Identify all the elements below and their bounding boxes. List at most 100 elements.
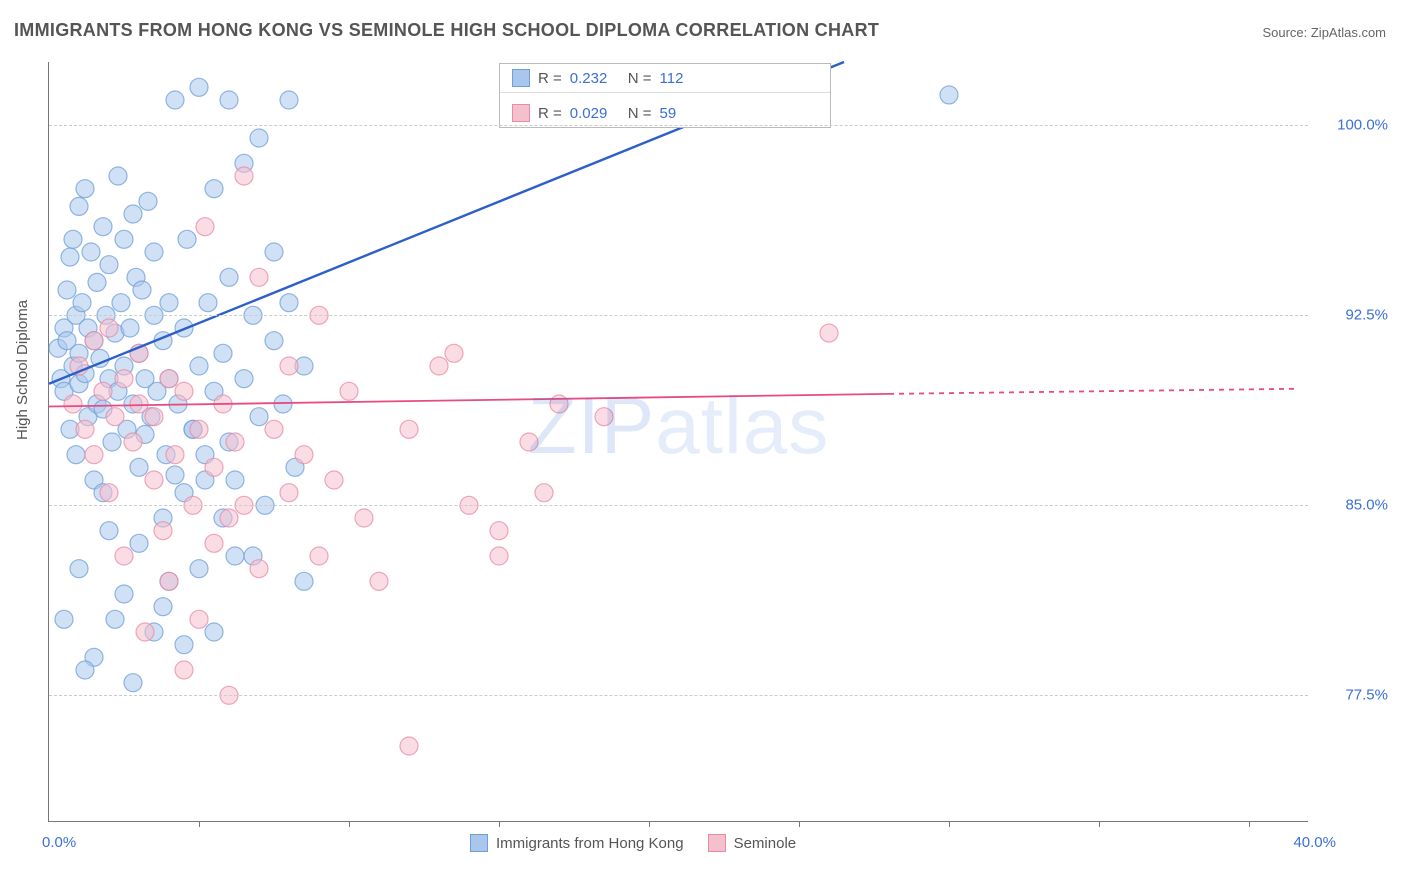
scatter-point [115, 585, 133, 603]
scatter-point [205, 180, 223, 198]
scatter-point [145, 243, 163, 261]
scatter-point [73, 294, 91, 312]
gridline-h [49, 695, 1308, 696]
chart-plot-area: R = 0.232 N = 112 R = 0.029 N = 59 ZIPat… [48, 62, 1308, 822]
n-label: N = [628, 70, 652, 87]
x-tick [499, 821, 500, 827]
scatter-point [400, 737, 418, 755]
scatter-point [70, 560, 88, 578]
scatter-point [94, 218, 112, 236]
scatter-point [370, 572, 388, 590]
scatter-point [64, 230, 82, 248]
scatter-point [94, 382, 112, 400]
scatter-point [820, 324, 838, 342]
scatter-point [154, 522, 172, 540]
series-legend: Immigrants from Hong Kong Seminole [470, 834, 796, 852]
scatter-point [280, 484, 298, 502]
scatter-point [520, 433, 538, 451]
x-tick [199, 821, 200, 827]
scatter-point [160, 370, 178, 388]
scatter-point [355, 509, 373, 527]
scatter-point [145, 408, 163, 426]
x-tick [1249, 821, 1250, 827]
scatter-point [115, 230, 133, 248]
r-label: R = [538, 105, 562, 122]
scatter-point [115, 370, 133, 388]
scatter-point [220, 91, 238, 109]
scatter-point [190, 357, 208, 375]
scatter-point [130, 458, 148, 476]
scatter-point [190, 78, 208, 96]
swatch-series1 [512, 69, 530, 87]
scatter-point [112, 294, 130, 312]
scatter-point [130, 395, 148, 413]
scatter-point [310, 547, 328, 565]
scatter-point [121, 319, 139, 337]
x-axis-max-label: 40.0% [1293, 834, 1336, 851]
stats-row-series2: R = 0.029 N = 59 [500, 99, 830, 127]
scatter-point [82, 243, 100, 261]
scatter-point [85, 332, 103, 350]
scatter-point [274, 395, 292, 413]
scatter-point [100, 256, 118, 274]
legend-label-series2: Seminole [734, 835, 797, 852]
legend-item-series2: Seminole [708, 834, 797, 852]
scatter-point [196, 218, 214, 236]
scatter-point [265, 243, 283, 261]
legend-swatch-series2 [708, 834, 726, 852]
scatter-point [133, 281, 151, 299]
scatter-point [175, 661, 193, 679]
scatter-point [250, 560, 268, 578]
scatter-point [250, 408, 268, 426]
legend-item-series1: Immigrants from Hong Kong [470, 834, 684, 852]
scatter-point [100, 484, 118, 502]
y-tick-label: 77.5% [1345, 687, 1388, 704]
x-tick [649, 821, 650, 827]
scatter-point [124, 674, 142, 692]
scatter-point [190, 610, 208, 628]
scatter-point [445, 344, 463, 362]
source-label: Source: ZipAtlas.com [1262, 25, 1386, 40]
scatter-point [226, 471, 244, 489]
scatter-point [115, 547, 133, 565]
n-value-series2: 59 [660, 105, 710, 122]
scatter-point [490, 522, 508, 540]
scatter-point [88, 273, 106, 291]
legend-swatch-series1 [470, 834, 488, 852]
scatter-point [106, 408, 124, 426]
scatter-point [430, 357, 448, 375]
scatter-point [490, 547, 508, 565]
chart-title: IMMIGRANTS FROM HONG KONG VS SEMINOLE HI… [14, 20, 879, 41]
scatter-point [154, 598, 172, 616]
scatter-point [139, 192, 157, 210]
scatter-point [124, 205, 142, 223]
scatter-point [124, 433, 142, 451]
scatter-point [109, 167, 127, 185]
scatter-point [166, 91, 184, 109]
scatter-point [205, 458, 223, 476]
x-tick [1099, 821, 1100, 827]
scatter-point [400, 420, 418, 438]
scatter-point [145, 471, 163, 489]
scatter-point [295, 446, 313, 464]
scatter-point [235, 370, 253, 388]
y-tick-label: 100.0% [1337, 117, 1388, 134]
chart-svg [49, 62, 1308, 821]
r-value-series2: 0.029 [570, 105, 620, 122]
scatter-point [205, 623, 223, 641]
scatter-point [85, 446, 103, 464]
scatter-point [76, 661, 94, 679]
scatter-point [595, 408, 613, 426]
scatter-point [130, 534, 148, 552]
scatter-point [340, 382, 358, 400]
scatter-point [250, 129, 268, 147]
stats-legend-box: R = 0.232 N = 112 R = 0.029 N = 59 [499, 63, 831, 128]
scatter-point [205, 534, 223, 552]
scatter-point [103, 433, 121, 451]
scatter-point [235, 167, 253, 185]
scatter-point [61, 248, 79, 266]
scatter-point [940, 86, 958, 104]
scatter-point [70, 197, 88, 215]
n-value-series1: 112 [660, 70, 710, 87]
scatter-point [226, 547, 244, 565]
